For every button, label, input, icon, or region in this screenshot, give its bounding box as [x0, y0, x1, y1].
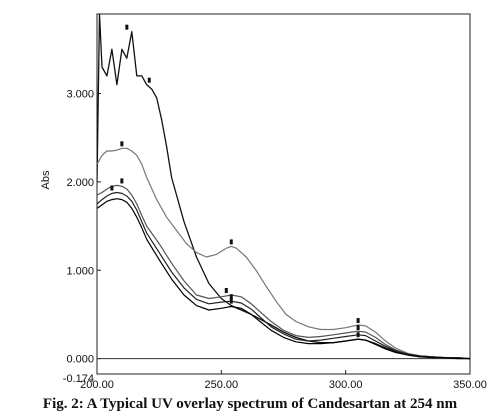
- x-tick-label: 300.00: [329, 379, 363, 391]
- peak-marker: [229, 298, 233, 304]
- spectrum-series-line-3: [97, 184, 470, 360]
- x-tick-label: 250.00: [205, 379, 239, 391]
- y-tick-label: 0.000: [66, 354, 94, 366]
- plot-frame: [96, 13, 471, 375]
- y-tick-label: 3.000: [66, 89, 94, 101]
- peak-marker: [229, 294, 233, 300]
- y-axis-label: Abs: [40, 170, 52, 189]
- uv-spectrum-chart: 200.00 250.00 300.00 350.00 -0.174 0.000 1.000…: [40, 13, 487, 391]
- peak-marker: [356, 318, 360, 324]
- y-tick-label: -0.174: [63, 373, 94, 385]
- peak-marker: [120, 178, 124, 184]
- peak-marker: [147, 77, 151, 83]
- spectrum-series-line-4: [97, 191, 470, 360]
- y-tick-label: 1.000: [66, 265, 94, 277]
- x-tick-label: 350.00: [453, 379, 487, 391]
- peak-marker: [125, 24, 129, 30]
- peak-marker: [110, 185, 114, 191]
- peak-marker: [356, 332, 360, 338]
- y-tick-label: 2.000: [66, 177, 94, 189]
- peak-marker: [229, 239, 233, 245]
- spectrum-series-line-5: [97, 198, 470, 360]
- peak-marker: [224, 288, 228, 294]
- x-tick-label: 200.00: [80, 379, 114, 391]
- figure-caption: Fig. 2: A Typical UV overlay spectrum of…: [42, 396, 458, 412]
- spectrum-series-line-2: [97, 147, 470, 360]
- peak-marker: [120, 141, 124, 147]
- peak-marker: [356, 325, 360, 331]
- spectrum-series-line-1: [97, 14, 470, 360]
